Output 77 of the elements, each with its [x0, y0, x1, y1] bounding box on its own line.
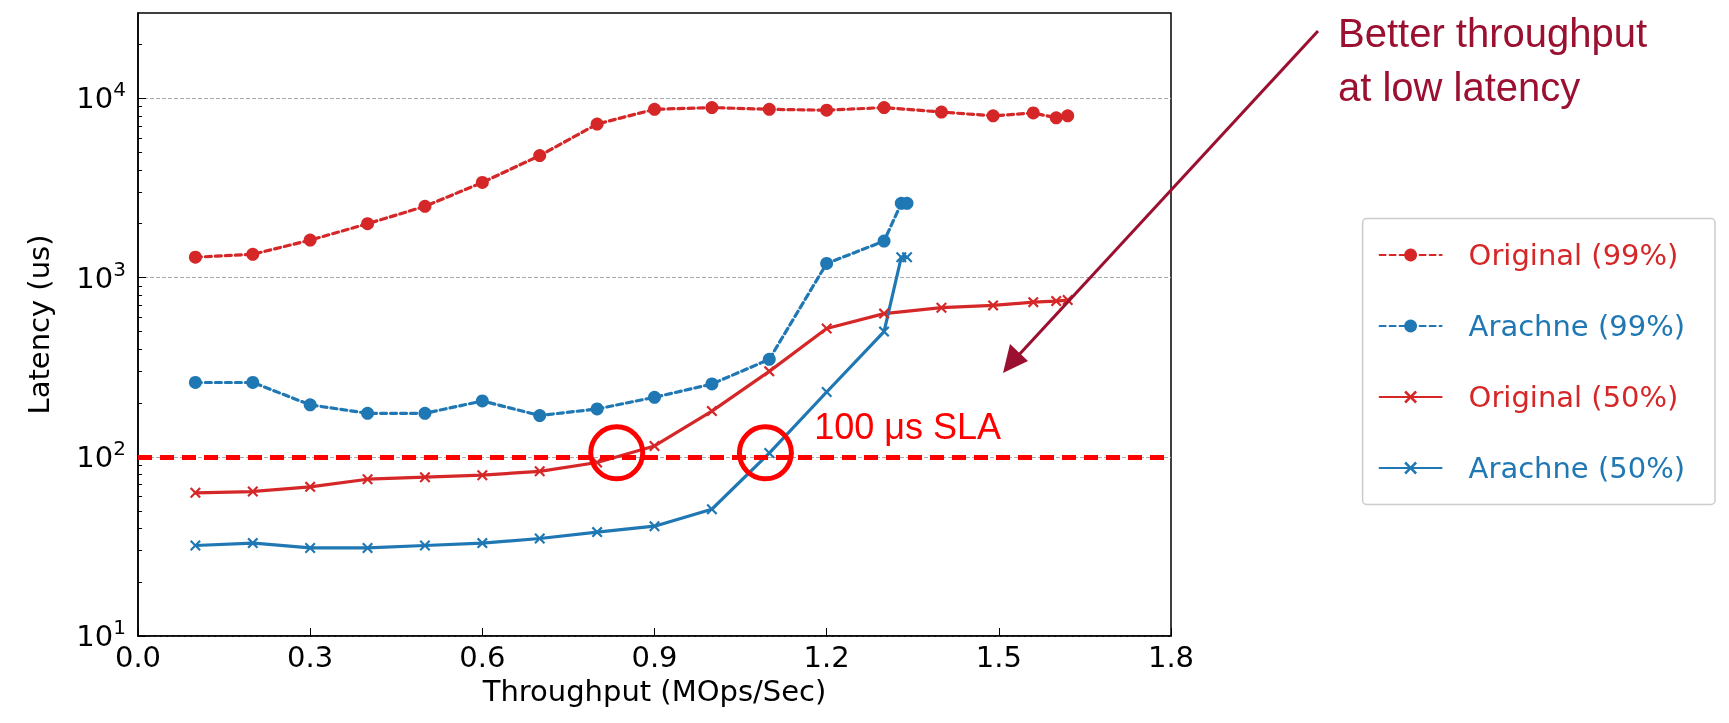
point [935, 302, 947, 314]
point [533, 409, 547, 423]
x-tick-label: 1.8 [1147, 639, 1195, 674]
point [534, 465, 546, 477]
point [475, 394, 489, 408]
point [649, 520, 660, 532]
point [247, 486, 259, 498]
point [648, 102, 661, 116]
point [189, 487, 201, 499]
point [705, 377, 719, 391]
point [1026, 106, 1040, 120]
point [705, 101, 719, 115]
point [986, 109, 1000, 123]
point [590, 402, 604, 416]
text: Better throughput at low latency [1338, 10, 1649, 111]
x-axis-title: Throughput (MOps/Sec) [481, 673, 827, 708]
legend-label: Original (99%) [1468, 238, 1679, 272]
x-tick-label: 1.5 [975, 639, 1022, 674]
y-tick-label: 10$^{2}$ [76, 435, 126, 474]
point [820, 256, 834, 270]
point [877, 101, 891, 115]
point [820, 103, 834, 117]
point [1049, 111, 1063, 125]
point [763, 365, 775, 377]
point [706, 503, 718, 515]
x-tick-label: 0.9 [631, 639, 678, 674]
point [934, 105, 948, 119]
point [475, 175, 489, 189]
point [188, 375, 202, 389]
point [534, 533, 546, 545]
point [361, 406, 375, 420]
y-tick-label: 10$^{3}$ [76, 256, 126, 295]
y-axis-title: Latency (us) [21, 234, 56, 415]
point [648, 390, 661, 404]
point [590, 117, 604, 131]
point [533, 149, 547, 163]
point [901, 251, 913, 263]
point [418, 199, 432, 213]
point [246, 375, 260, 389]
point [419, 539, 431, 551]
point [303, 398, 317, 412]
point [303, 233, 317, 247]
point [304, 481, 316, 493]
point [762, 102, 776, 116]
legend-label: Arachne (50%) [1468, 451, 1686, 485]
point [821, 386, 833, 398]
point [419, 471, 431, 483]
point [476, 469, 488, 481]
point [189, 539, 201, 551]
point [362, 542, 374, 554]
point [247, 537, 259, 549]
point [706, 405, 718, 417]
point [591, 526, 603, 538]
y-tick-label: 10$^{4}$ [76, 77, 126, 116]
point [246, 247, 260, 261]
point [877, 234, 891, 248]
point [1027, 296, 1039, 308]
point [188, 250, 202, 264]
point [304, 542, 316, 554]
x-tick-label: 0.6 [459, 639, 506, 674]
point [987, 299, 999, 311]
point [418, 406, 432, 420]
point [878, 308, 890, 320]
x-tick-label: 1.2 [803, 639, 850, 674]
legend-label: Original (50%) [1468, 380, 1679, 414]
x-tick-label: 0.3 [287, 639, 334, 674]
ref-line-label: 100 μs SLA [814, 406, 1001, 448]
point [1050, 295, 1062, 307]
point [476, 537, 488, 549]
point [762, 352, 776, 366]
legend-label: Arachne (99%) [1468, 309, 1686, 343]
point [649, 440, 660, 452]
point [362, 473, 374, 485]
point [878, 326, 890, 338]
point [1061, 109, 1075, 123]
point [361, 217, 375, 231]
point [821, 323, 833, 335]
